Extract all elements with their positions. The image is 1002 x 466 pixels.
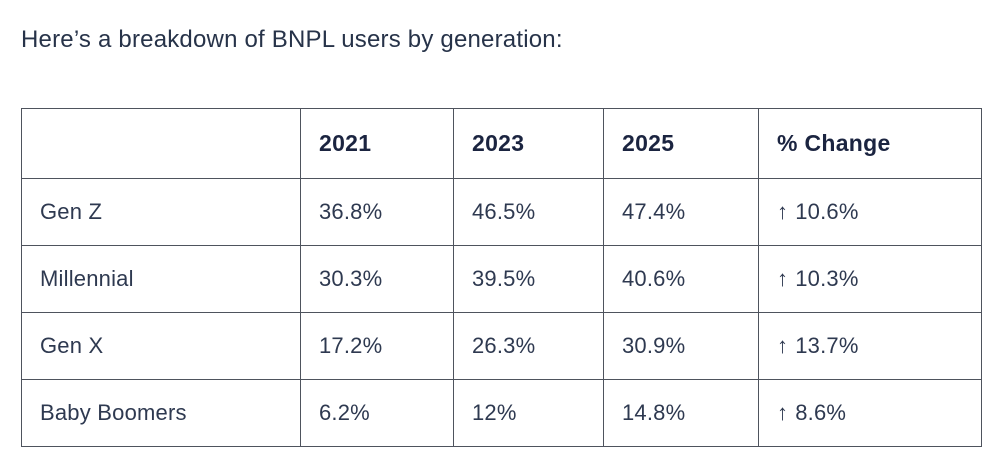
cell-percent-change: ↑ 13.7% — [758, 312, 982, 380]
cell-2021: 17.2% — [300, 312, 454, 380]
row-label: Baby Boomers — [21, 379, 301, 447]
cell-2021: 30.3% — [300, 245, 454, 313]
cell-percent-change: ↑ 8.6% — [758, 379, 982, 447]
cell-percent-change: ↑ 10.6% — [758, 178, 982, 246]
page-heading: Here’s a breakdown of BNPL users by gene… — [21, 26, 563, 53]
cell-2025: 14.8% — [603, 379, 759, 447]
column-header-2023: 2023 — [453, 108, 604, 179]
row-label: Gen X — [21, 312, 301, 380]
cell-2021: 36.8% — [300, 178, 454, 246]
cell-2023: 12% — [453, 379, 604, 447]
cell-2025: 40.6% — [603, 245, 759, 313]
up-arrow-icon: ↑ — [777, 400, 789, 425]
cell-2025: 47.4% — [603, 178, 759, 246]
table-row-gen-x: Gen X 17.2% 26.3% 30.9% ↑ 13.7% — [21, 312, 982, 380]
column-header-percent-change: % Change — [758, 108, 982, 179]
table-row-gen-z: Gen Z 36.8% 46.5% 47.4% ↑ 10.6% — [21, 178, 982, 246]
cell-2023: 26.3% — [453, 312, 604, 380]
cell-2025: 30.9% — [603, 312, 759, 380]
change-value: 10.6% — [795, 199, 859, 224]
up-arrow-icon: ↑ — [777, 333, 789, 358]
change-value: 8.6% — [795, 400, 847, 425]
bnpl-users-table: 2021 2023 2025 % Change Gen Z 36.8% 46.5… — [21, 108, 982, 447]
table-row-baby-boomers: Baby Boomers 6.2% 12% 14.8% ↑ 8.6% — [21, 379, 982, 447]
column-header-2025: 2025 — [603, 108, 759, 179]
change-value: 13.7% — [795, 333, 859, 358]
cell-2023: 39.5% — [453, 245, 604, 313]
row-label: Millennial — [21, 245, 301, 313]
up-arrow-icon: ↑ — [777, 266, 789, 291]
table-header-row: 2021 2023 2025 % Change — [21, 108, 982, 179]
up-arrow-icon: ↑ — [777, 199, 789, 224]
table-row-millennial: Millennial 30.3% 39.5% 40.6% ↑ 10.3% — [21, 245, 982, 313]
cell-2023: 46.5% — [453, 178, 604, 246]
column-header-2021: 2021 — [300, 108, 454, 179]
column-header-blank — [21, 108, 301, 179]
row-label: Gen Z — [21, 178, 301, 246]
cell-2021: 6.2% — [300, 379, 454, 447]
change-value: 10.3% — [795, 266, 859, 291]
cell-percent-change: ↑ 10.3% — [758, 245, 982, 313]
